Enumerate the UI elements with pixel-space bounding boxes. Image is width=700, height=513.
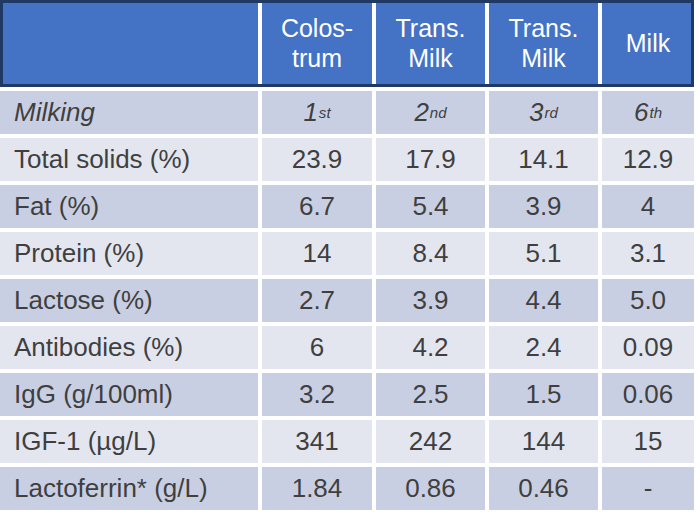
cell-value: 12.9 [602, 138, 694, 181]
cell-value: 14 [262, 232, 372, 275]
cell-value: 5.0 [602, 279, 694, 322]
cell-value: 4.4 [489, 279, 598, 322]
cell-value: 3.1 [602, 232, 694, 275]
row-label: Antibodies (%) [0, 326, 258, 369]
cell-value: 5.4 [376, 185, 485, 228]
cell-value: 15 [602, 420, 694, 463]
cell-value: 17.9 [376, 138, 485, 181]
row-label: IGF-1 (µg/L) [0, 420, 258, 463]
cell-value: 341 [262, 420, 372, 463]
cell-value: 2nd [376, 91, 485, 134]
ordinal-number: 3 [529, 97, 543, 128]
table-body: Milking1st2nd3rd6thTotal solids (%)23.91… [0, 91, 694, 510]
cell-value: 2.5 [376, 373, 485, 416]
cell-value: 0.46 [489, 467, 598, 510]
cell-value: 0.09 [602, 326, 694, 369]
cell-value: 1.84 [262, 467, 372, 510]
slide-table-page: Colos- trum Trans. Milk Trans. Milk Milk… [0, 0, 700, 513]
ordinal-number: 2 [414, 97, 428, 128]
header-cell-transitional-milk-1: Trans. Milk [376, 0, 485, 87]
header-cell-empty [0, 0, 258, 87]
cell-value: 8.4 [376, 232, 485, 275]
cell-value: 1.5 [489, 373, 598, 416]
cell-value: 1st [262, 91, 372, 134]
row-label: Milking [0, 91, 258, 134]
table-header-row: Colos- trum Trans. Milk Trans. Milk Milk [0, 0, 694, 87]
cell-value: 6.7 [262, 185, 372, 228]
cell-value: 2.4 [489, 326, 598, 369]
header-cell-milk: Milk [602, 0, 694, 87]
cell-value: 3.2 [262, 373, 372, 416]
row-label: Total solids (%) [0, 138, 258, 181]
cell-value: 0.06 [602, 373, 694, 416]
cell-value: 144 [489, 420, 598, 463]
row-label: IgG (g/100ml) [0, 373, 258, 416]
ordinal-number: 6 [634, 97, 648, 128]
cell-value: - [602, 467, 694, 510]
cell-value: 2.7 [262, 279, 372, 322]
row-label: Protein (%) [0, 232, 258, 275]
cell-value: 4 [602, 185, 694, 228]
cell-value: 3.9 [376, 279, 485, 322]
cell-value: 242 [376, 420, 485, 463]
milk-composition-table: Colos- trum Trans. Milk Trans. Milk Milk… [0, 0, 694, 510]
header-cell-transitional-milk-2: Trans. Milk [489, 0, 598, 87]
cell-value: 14.1 [489, 138, 598, 181]
cell-value: 6th [602, 91, 694, 134]
cell-value: 6 [262, 326, 372, 369]
row-label: Lactose (%) [0, 279, 258, 322]
row-label: Lactoferrin* (g/L) [0, 467, 258, 510]
row-label: Fat (%) [0, 185, 258, 228]
ordinal-number: 1 [303, 97, 317, 128]
cell-value: 3.9 [489, 185, 598, 228]
cell-value: 3rd [489, 91, 598, 134]
cell-value: 4.2 [376, 326, 485, 369]
cell-value: 0.86 [376, 467, 485, 510]
cell-value: 5.1 [489, 232, 598, 275]
header-cell-colostrum: Colos- trum [262, 0, 372, 87]
cell-value: 23.9 [262, 138, 372, 181]
